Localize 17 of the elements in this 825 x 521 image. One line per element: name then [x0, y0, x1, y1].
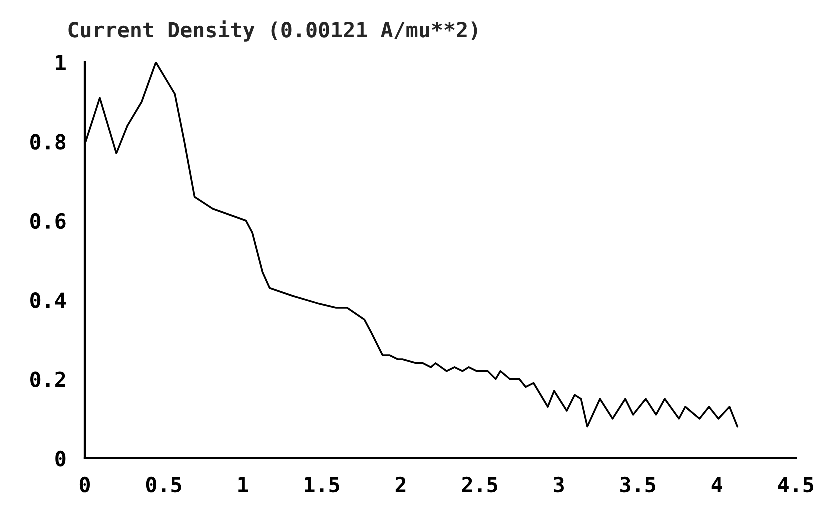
- x-tick-label: 1: [238, 477, 248, 492]
- x-tick-label: 3: [554, 476, 564, 493]
- x-tick-label: 0.5: [146, 476, 182, 493]
- y-tick-label: 0.4: [30, 292, 66, 308]
- x-tick-label: 1.5: [305, 477, 340, 493]
- chart-title: Current Density (0.00121 A/mu**2): [68, 20, 478, 42]
- y-tick-label: 1: [56, 55, 66, 70]
- x-tick-label: 4.5: [778, 477, 814, 493]
- y-tick-label: 0.8: [30, 134, 66, 150]
- y-tick-label: 0.2: [30, 372, 66, 388]
- y-tick-label: 0: [56, 450, 66, 467]
- y-tick-label: 0.6: [30, 213, 66, 230]
- x-tick-label: 3.5: [620, 476, 656, 493]
- x-tick-label: 2: [396, 476, 406, 492]
- x-tick-label: 4: [712, 477, 722, 492]
- x-tick-label: 0: [80, 476, 90, 493]
- x-tick-label: 2.5: [462, 476, 498, 493]
